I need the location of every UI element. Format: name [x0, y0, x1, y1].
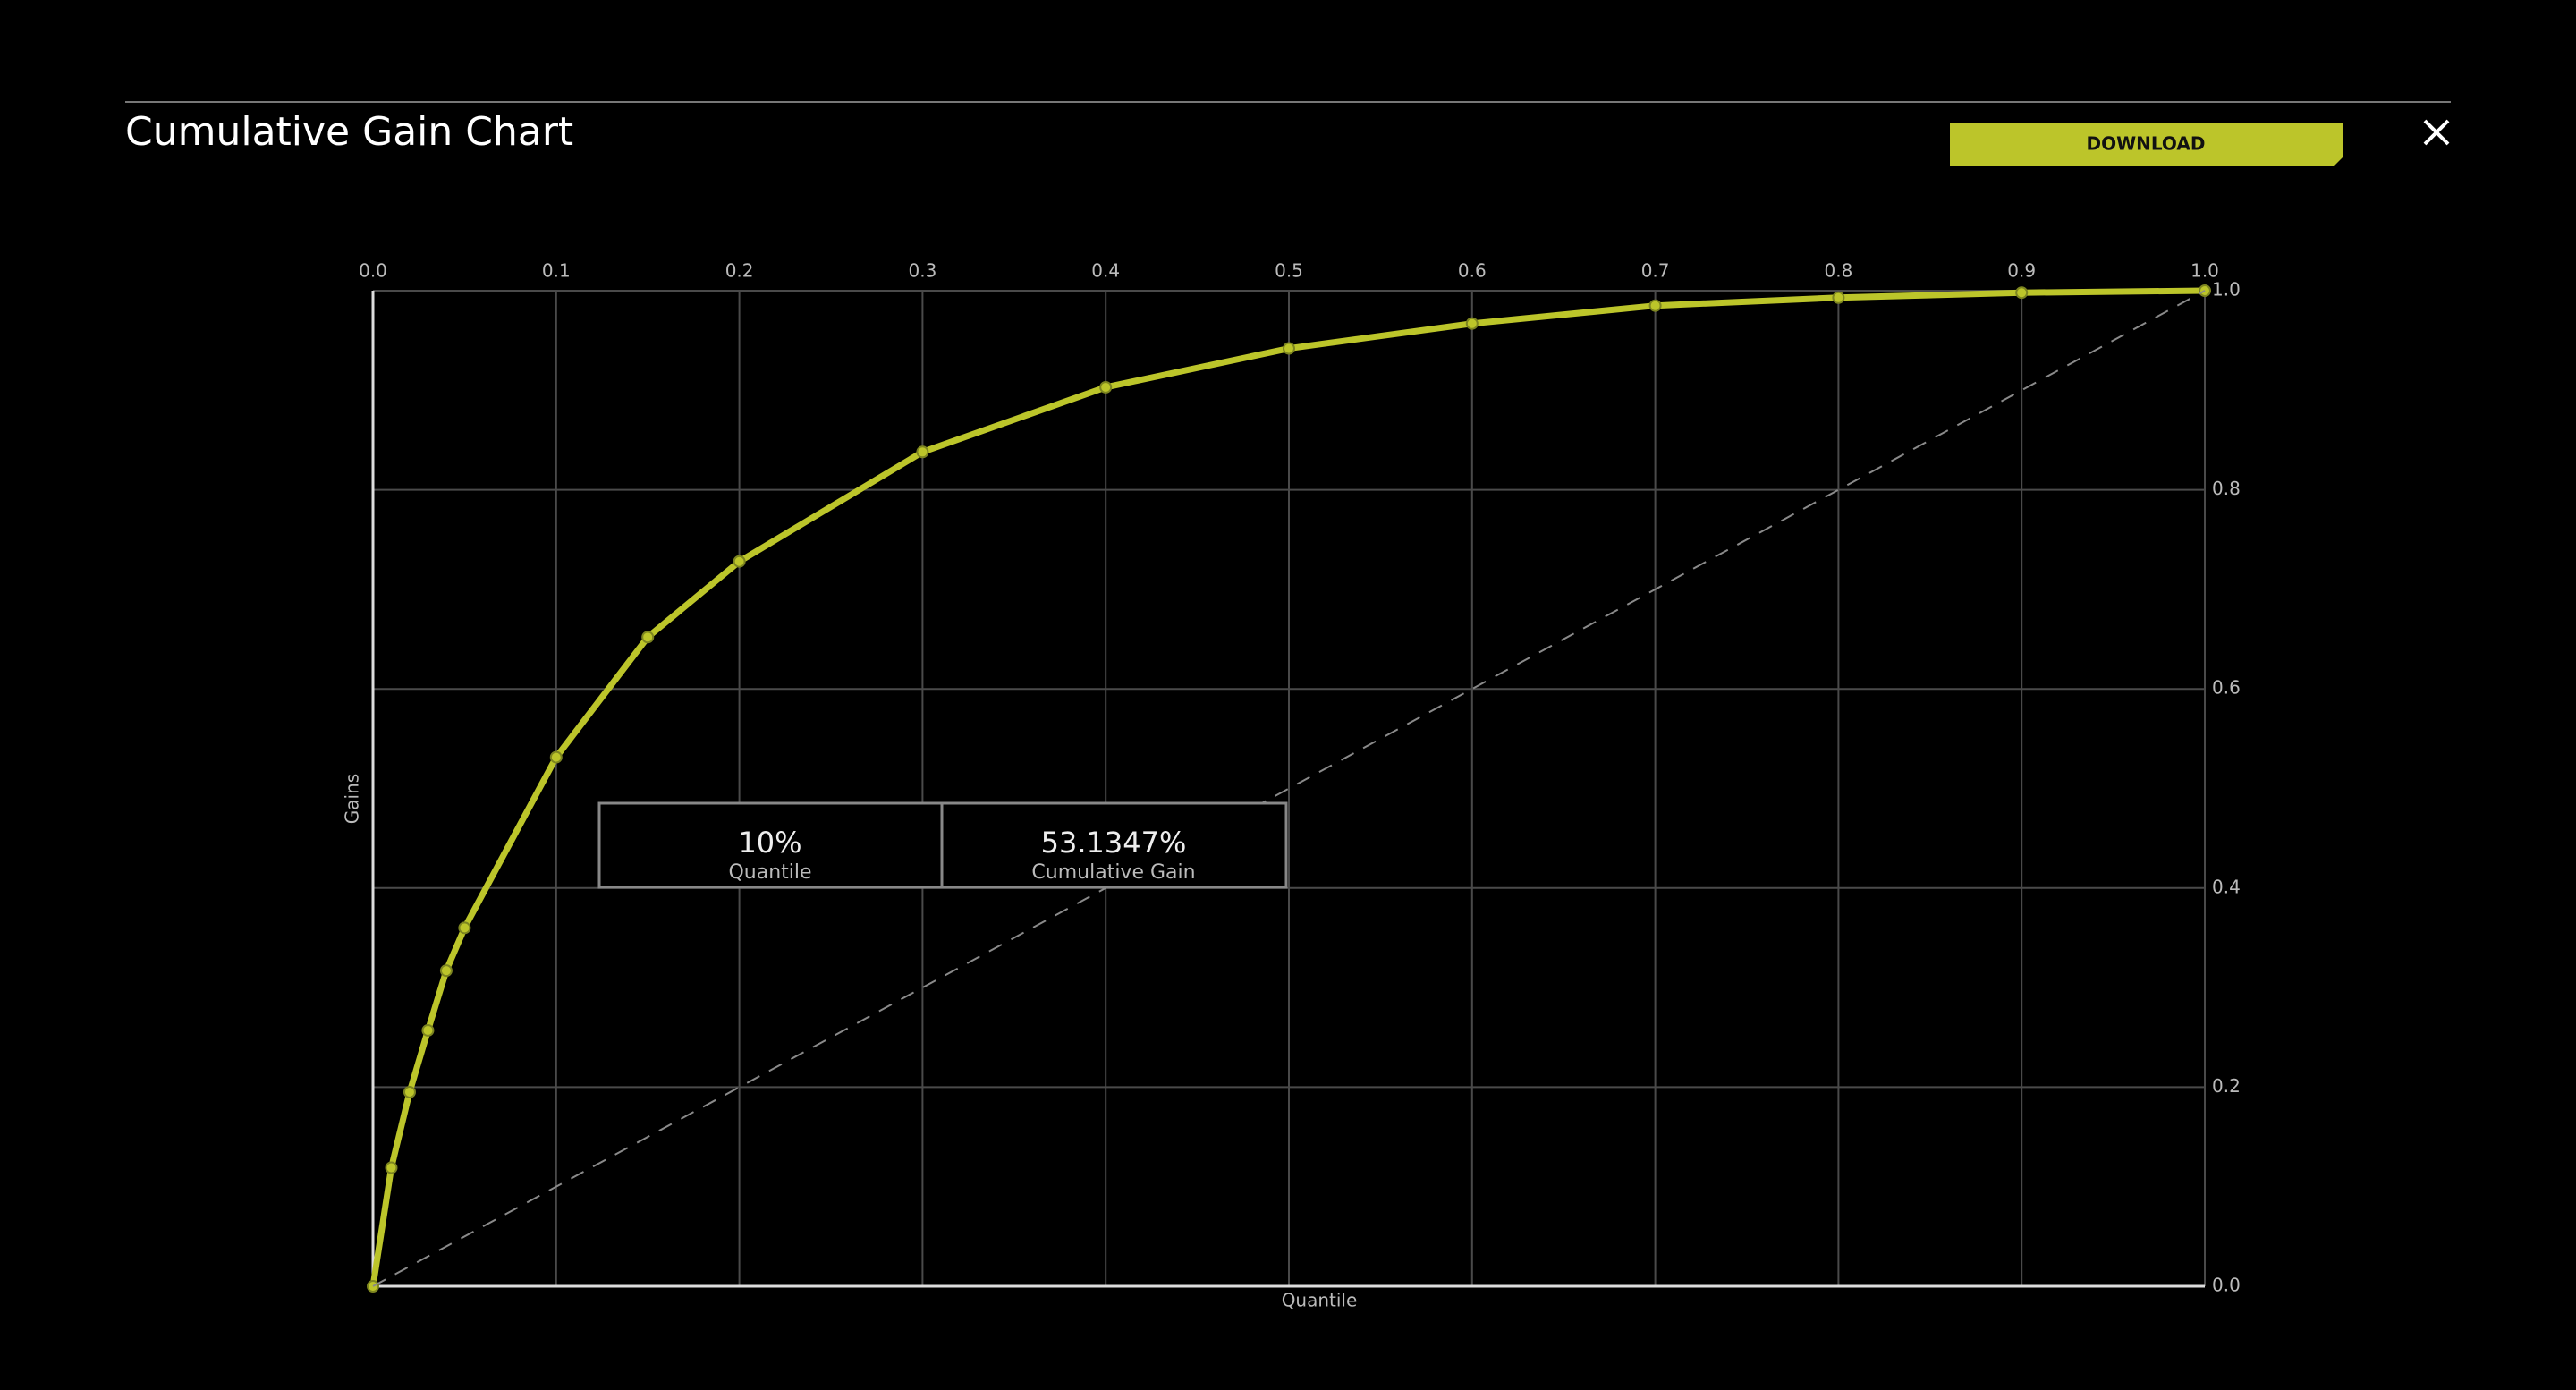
x-tick-label: 0.5: [1275, 260, 1303, 282]
x-tick-label: 0.9: [2007, 260, 2036, 282]
x-tick-label: 0.8: [1824, 260, 1852, 282]
x-tick-label: 0.4: [1091, 260, 1120, 282]
y-tick-label: 0.4: [2212, 876, 2241, 897]
y-tick-label: 0.8: [2212, 478, 2241, 499]
download-button[interactable]: DOWNLOAD: [1950, 123, 2343, 166]
point: [916, 445, 929, 459]
page-title: Cumulative Gain Chart: [125, 109, 573, 155]
close-stroke[interactable]: [2423, 119, 2450, 146]
x-axis-label: Quantile: [1282, 1290, 1358, 1311]
point: [641, 631, 655, 644]
close-icon[interactable]: [2423, 119, 2450, 146]
x-tick-label: 0.6: [1458, 260, 1487, 282]
tooltip-value: 53.1347%: [1041, 826, 1187, 860]
point: [385, 1161, 398, 1174]
button-label[interactable]: DOWNLOAD: [2087, 133, 2206, 155]
point: [1465, 317, 1479, 330]
x-tick-label: 0.3: [908, 260, 936, 282]
baseline-line: [372, 290, 2206, 1287]
y-tick-label: 0.2: [2212, 1075, 2241, 1097]
tooltip-value: 10%: [738, 826, 801, 860]
point: [1099, 380, 1113, 394]
y-tick-label: 1.0: [2212, 279, 2241, 301]
point: [1648, 299, 1662, 312]
button-bg[interactable]: [1950, 123, 2343, 166]
tooltip-label: Cumulative Gain: [1031, 861, 1195, 884]
point: [2015, 286, 2029, 300]
y-axis-label: Gains: [342, 774, 363, 824]
point: [1832, 291, 1845, 304]
point: [1283, 342, 1295, 355]
tooltip: 10% Quantile 53.1347% Cumulative Gain: [597, 801, 1288, 889]
x-tick-label: 0.2: [725, 260, 754, 282]
point: [733, 555, 746, 568]
x-tick-label: 0.0: [359, 260, 387, 282]
x-tick-label: 0.7: [1641, 260, 1670, 282]
x-tick-label: 0.1: [542, 260, 571, 282]
point: [402, 1085, 416, 1098]
point: [421, 1023, 435, 1037]
point: [549, 750, 563, 764]
point: [439, 964, 453, 978]
point: [458, 921, 471, 935]
tooltip-label: Quantile: [728, 861, 811, 884]
y-tick-label: 0.6: [2212, 677, 2241, 699]
y-tick-label: 0.0: [2212, 1275, 2241, 1296]
x-tick-label: 1.0: [2190, 260, 2219, 282]
